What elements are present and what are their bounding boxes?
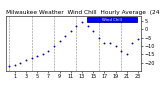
Point [75, 25, 78, 26]
Point [137, 39, 139, 40]
Point [114, 45, 117, 47]
Point [47, 50, 50, 52]
Point [131, 42, 134, 43]
Point [103, 42, 106, 43]
Point [92, 30, 94, 32]
Point [19, 62, 22, 64]
Point [25, 59, 27, 60]
Point [98, 37, 100, 38]
Point [36, 55, 39, 57]
Point [109, 42, 111, 43]
Point [81, 22, 83, 23]
Point [120, 50, 123, 52]
FancyBboxPatch shape [87, 17, 137, 22]
Point [86, 25, 89, 26]
Point [13, 64, 16, 65]
Text: Milwaukee Weather  Wind Chill  Hourly Average  (24 Hours): Milwaukee Weather Wind Chill Hourly Aver… [6, 10, 160, 15]
Point [53, 45, 55, 47]
Point [8, 66, 11, 67]
Point [69, 30, 72, 32]
Point [42, 54, 44, 55]
Point [125, 54, 128, 55]
Text: Wind Chill: Wind Chill [102, 18, 122, 22]
Point [64, 35, 67, 37]
Point [30, 57, 33, 59]
Point [58, 40, 61, 42]
